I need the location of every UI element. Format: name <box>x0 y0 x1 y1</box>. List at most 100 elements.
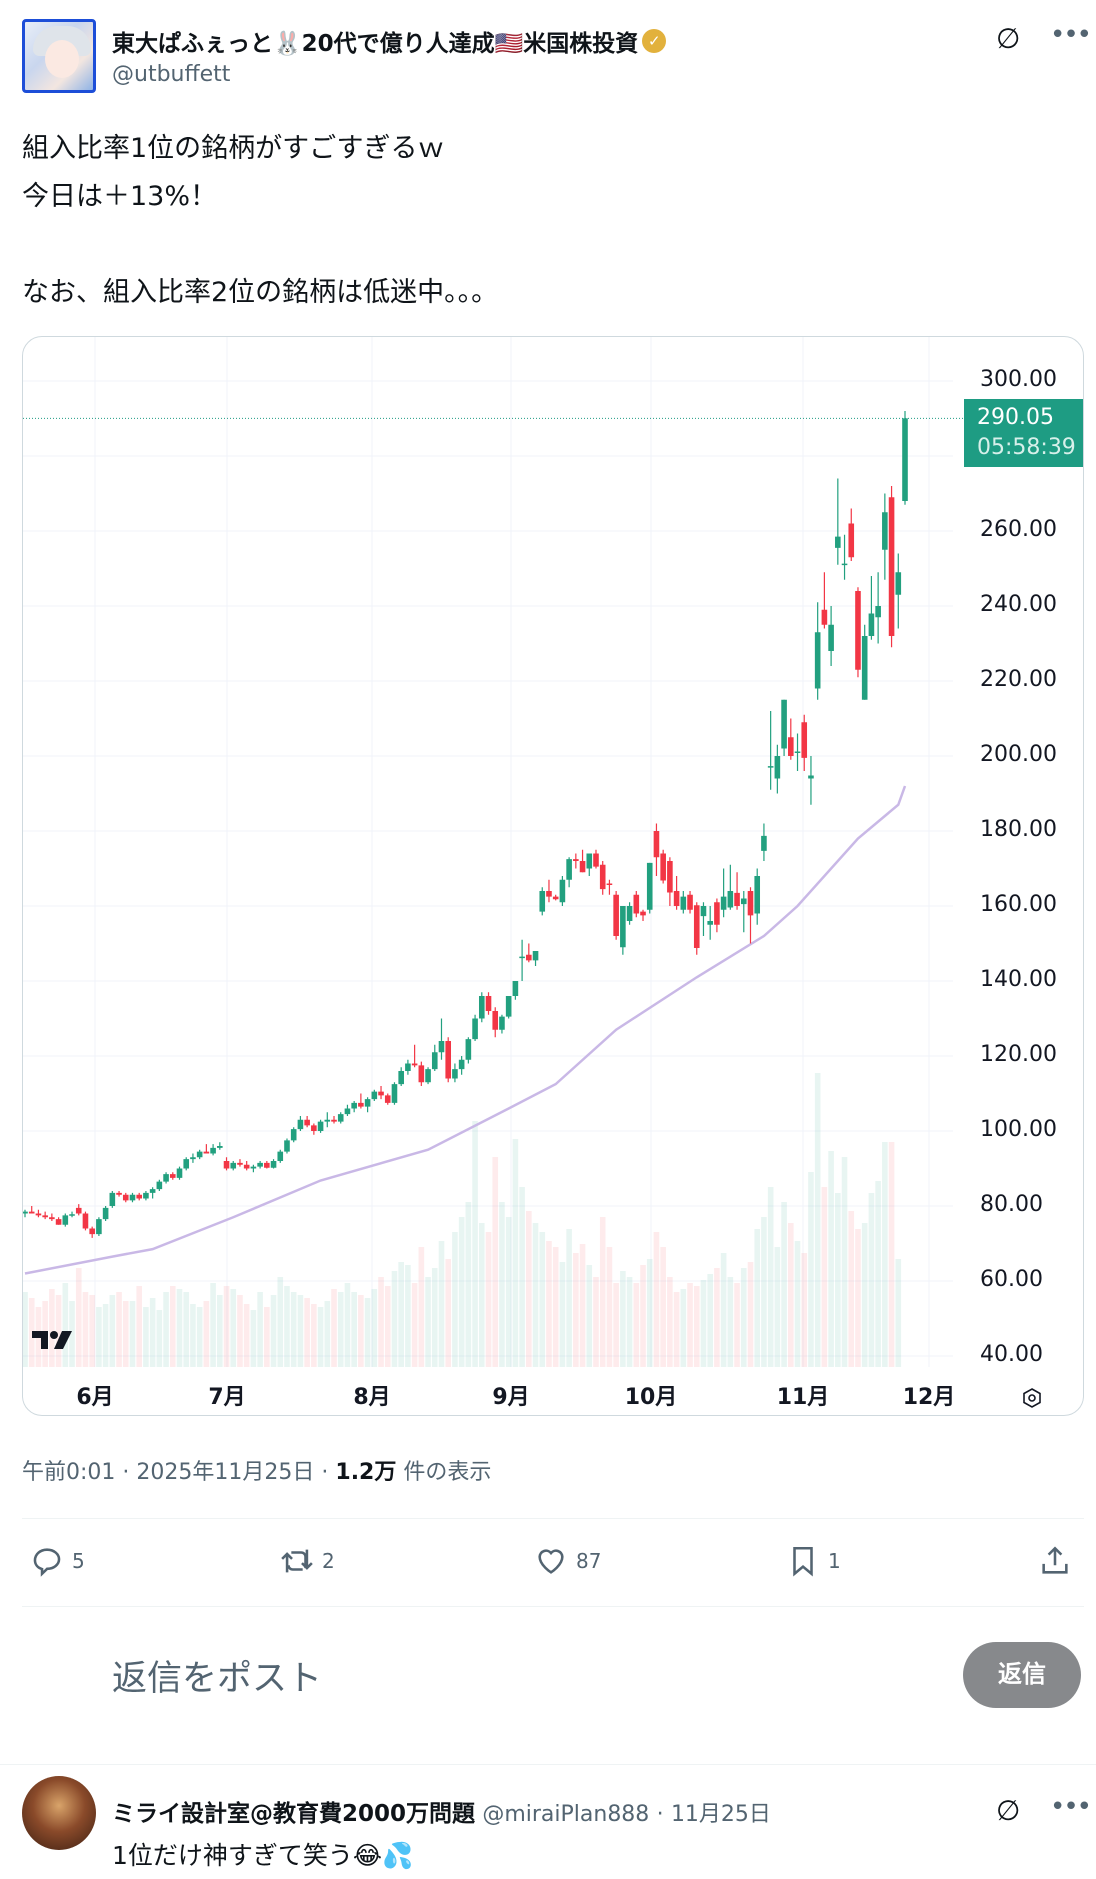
candle-body <box>35 1213 42 1216</box>
volume-bar <box>371 1289 378 1367</box>
volume-bar <box>532 1223 539 1367</box>
volume-bar <box>707 1274 713 1367</box>
reply-button[interactable]: 5 <box>30 1544 85 1578</box>
candle-body <box>384 1095 391 1103</box>
settings-icon[interactable] <box>1021 1387 1043 1409</box>
volume-bar <box>848 1211 855 1367</box>
divider <box>22 1606 1084 1607</box>
volume-bar <box>304 1298 310 1367</box>
volume-bar <box>210 1283 216 1367</box>
candle-body <box>458 1059 465 1070</box>
candle-body <box>351 1102 357 1109</box>
volume-bar <box>264 1307 270 1367</box>
candle-body <box>243 1164 250 1169</box>
candle-body <box>438 1041 445 1053</box>
reply-author-name[interactable]: ミライ設計室@教育費2000万問題 <box>112 1801 476 1827</box>
volume-bar <box>727 1277 734 1367</box>
candle-body <box>337 1114 344 1122</box>
like-button[interactable]: 87 <box>534 1544 601 1578</box>
candle-body <box>599 864 606 890</box>
share-button[interactable] <box>1038 1544 1072 1578</box>
bookmark-button[interactable]: 1 <box>786 1544 841 1578</box>
candle-body <box>42 1215 48 1218</box>
candle-body <box>828 624 834 651</box>
volume-bar <box>613 1283 619 1367</box>
reply-date[interactable]: 11月25日 <box>670 1802 771 1827</box>
reply-input[interactable]: 返信をポスト <box>112 1659 323 1699</box>
candle-body <box>55 1219 62 1225</box>
volume-bar <box>472 1121 478 1367</box>
volume-bar <box>331 1289 337 1367</box>
post-date[interactable]: 2025年11月25日 <box>136 1460 315 1485</box>
candle-body <box>861 636 868 700</box>
repost-button[interactable]: 2 <box>280 1544 335 1578</box>
volume-bar <box>761 1217 767 1367</box>
author-handle[interactable]: @utbuffett <box>112 62 231 87</box>
candle-body <box>734 892 740 906</box>
candle-body <box>620 906 626 948</box>
x-tick-label: 8月 <box>353 1385 391 1410</box>
tradingview-logo-icon <box>32 1331 72 1349</box>
verified-badge-icon: ✓ <box>642 29 667 53</box>
candle-body <box>888 497 895 636</box>
reply-author-handle[interactable]: @miraiPlan888 <box>482 1802 650 1827</box>
reply-submit-button[interactable]: 返信 <box>963 1642 1081 1708</box>
volume-bar <box>23 1292 28 1367</box>
volume-bar <box>593 1277 599 1367</box>
stock-chart-image[interactable]: 300.00 260.00 240.00 220.00 200.00 180.00 160.… <box>22 336 1084 1416</box>
volume-bar <box>28 1298 35 1367</box>
volume-bar <box>49 1289 55 1367</box>
author-name[interactable]: 東大ぱふぇっと🐰20代で億り人達成🇺🇸米国株投資 ✓ <box>112 24 667 58</box>
volume-bar <box>277 1277 284 1367</box>
candle-body <box>606 883 613 885</box>
volume-bar <box>452 1232 458 1367</box>
candle-body <box>304 1119 310 1126</box>
candle-body <box>633 894 640 914</box>
candle-body <box>122 1194 129 1201</box>
post-time[interactable]: 午前0:01 <box>22 1460 116 1485</box>
post-text-line: なお、組入比率2位の銘柄は低迷中。。。 <box>22 277 499 308</box>
candle-body <box>445 1041 452 1079</box>
volume-bar <box>317 1307 324 1367</box>
volume-bar <box>89 1295 95 1367</box>
grok-icon[interactable]: ∅ <box>996 22 1021 55</box>
grok-icon[interactable]: ∅ <box>996 1794 1021 1827</box>
volume-bar <box>458 1217 465 1367</box>
volume-bar <box>868 1193 875 1367</box>
candle-body <box>391 1084 398 1103</box>
more-options-icon[interactable]: ••• <box>1050 1792 1092 1822</box>
volume-bar <box>599 1217 606 1367</box>
candle-body <box>835 536 841 548</box>
x-tick-label: 11月 <box>776 1385 830 1410</box>
volume-bar <box>109 1295 116 1367</box>
volume-bar <box>223 1286 230 1367</box>
volume-bar <box>720 1253 727 1367</box>
volume-bar <box>478 1223 485 1367</box>
y-tick-label: 120.00 <box>980 1042 1057 1067</box>
candle-body <box>841 563 848 566</box>
candle-body <box>411 1063 418 1066</box>
candle-body <box>882 512 888 550</box>
volume-bar <box>814 1073 821 1367</box>
candle-body <box>552 896 559 900</box>
volume-bar <box>734 1283 740 1367</box>
volume-bar <box>237 1295 243 1367</box>
candle-body <box>317 1121 324 1131</box>
volume-bar <box>122 1301 129 1367</box>
reply-author-avatar[interactable] <box>22 1776 96 1850</box>
candle-body <box>250 1166 257 1169</box>
candle-body <box>512 981 519 996</box>
author-avatar[interactable] <box>22 19 96 93</box>
candle-body <box>640 911 646 916</box>
x-tick-label: 12月 <box>902 1385 956 1410</box>
candle-body <box>673 891 680 906</box>
candle-body <box>62 1215 69 1225</box>
more-options-icon[interactable]: ••• <box>1050 20 1092 50</box>
volume-bar <box>626 1277 633 1367</box>
candle-body <box>727 891 734 908</box>
candle-body <box>539 891 546 912</box>
candle-body <box>405 1063 411 1071</box>
candle-body <box>855 591 861 670</box>
candle-body <box>223 1161 230 1169</box>
candle-body <box>801 722 808 758</box>
